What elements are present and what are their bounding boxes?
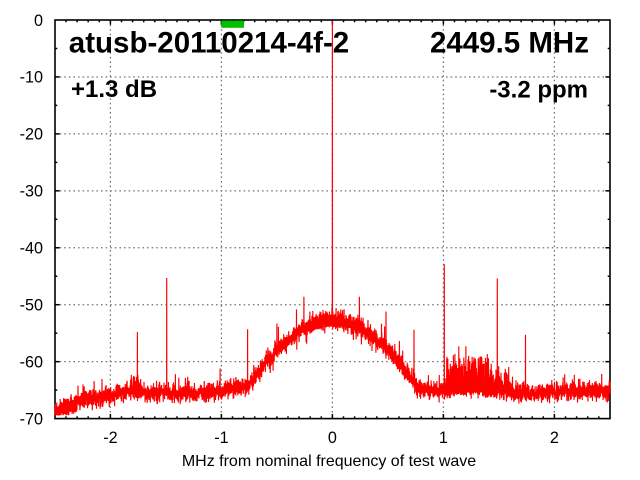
svg-text:0: 0 bbox=[34, 12, 43, 30]
svg-text:0: 0 bbox=[328, 429, 337, 447]
svg-text:-10: -10 bbox=[20, 69, 43, 87]
svg-text:-1: -1 bbox=[214, 429, 228, 447]
svg-text:2449.5 MHz: 2449.5 MHz bbox=[430, 27, 589, 60]
svg-text:-40: -40 bbox=[20, 240, 43, 258]
svg-text:1: 1 bbox=[439, 429, 448, 447]
svg-text:-2: -2 bbox=[103, 429, 117, 447]
svg-text:MHz from nominal frequency of: MHz from nominal frequency of test wave bbox=[182, 453, 476, 470]
svg-text:-30: -30 bbox=[20, 183, 43, 201]
svg-text:-70: -70 bbox=[20, 410, 43, 428]
svg-text:-50: -50 bbox=[20, 297, 43, 315]
svg-text:atusb-20110214-4f-2: atusb-20110214-4f-2 bbox=[69, 27, 349, 60]
svg-text:-20: -20 bbox=[20, 126, 43, 144]
svg-text:-60: -60 bbox=[20, 354, 43, 372]
svg-text:-3.2 ppm: -3.2 ppm bbox=[489, 77, 588, 104]
svg-text:+1.3 dB: +1.3 dB bbox=[71, 76, 157, 103]
svg-text:2: 2 bbox=[550, 429, 559, 447]
